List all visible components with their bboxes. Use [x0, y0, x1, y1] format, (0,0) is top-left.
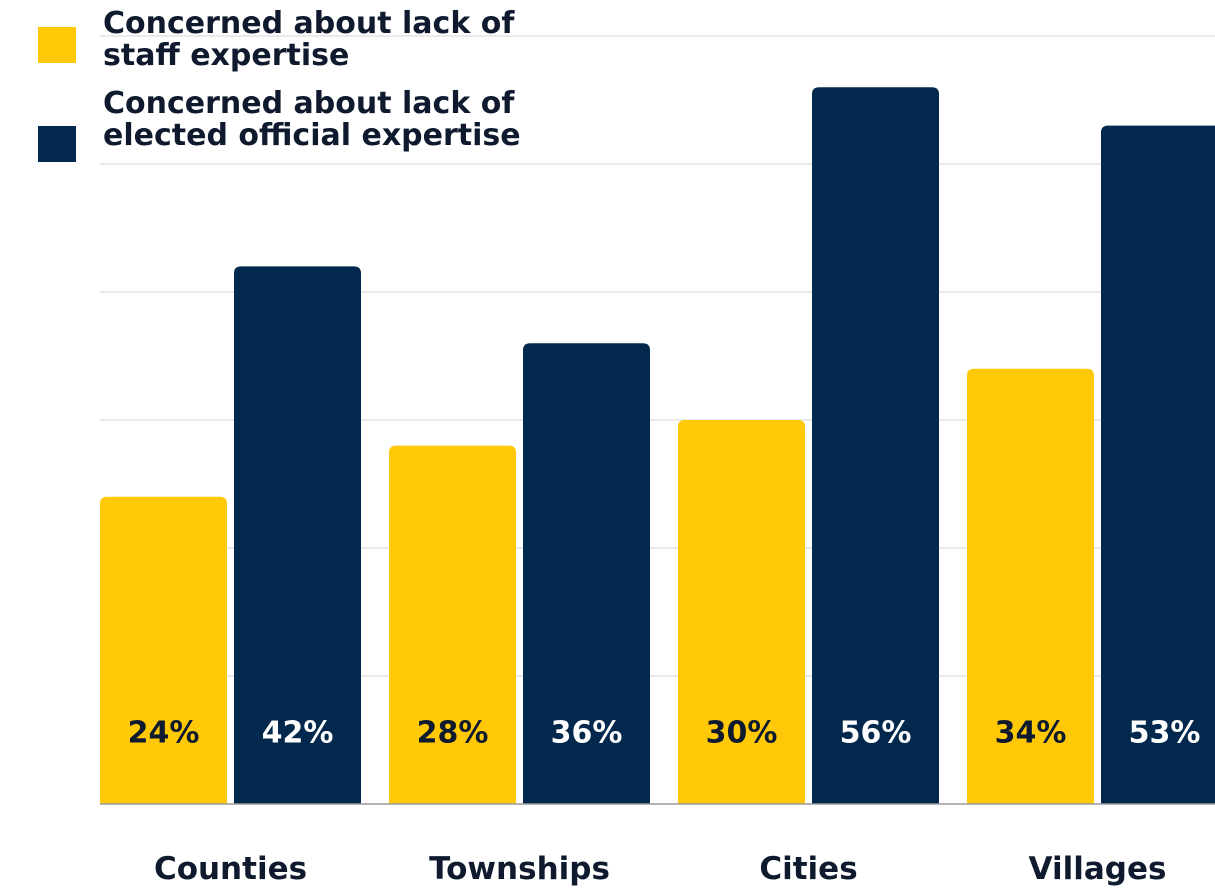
value-label: 28%	[417, 716, 489, 751]
value-label: 30%	[706, 716, 778, 751]
value-label: 24%	[128, 716, 200, 751]
bar-elected-cities	[812, 87, 939, 804]
value-labels: 24% 42% 28% 36% 30% 56% 34% 53%	[128, 716, 1201, 751]
bar-elected-counties	[234, 266, 361, 804]
category-label-townships: Townships	[429, 851, 610, 887]
value-label: 34%	[995, 716, 1067, 751]
legend-item-staff: Concerned about lack of staff expertise	[38, 8, 523, 72]
category-label-cities: Cities	[759, 851, 857, 887]
legend-label-elected: Concerned about lack of elected official…	[103, 86, 521, 153]
value-label: 36%	[551, 716, 623, 751]
legend: Concerned about lack of staff expertise …	[38, 8, 523, 168]
category-label-villages: Villages	[1029, 851, 1167, 887]
category-label-counties: Counties	[154, 851, 307, 887]
bar-staff-counties	[100, 496, 227, 804]
legend-label-staff: Concerned about lack of staff expertise	[103, 6, 515, 73]
bar-elected-townships	[523, 343, 650, 804]
legend-swatch-staff	[38, 27, 76, 63]
value-label: 56%	[840, 716, 912, 751]
bar-staff-villages	[967, 368, 1094, 804]
bar-staff-cities	[678, 420, 805, 804]
legend-item-elected: Concerned about lack of elected official…	[38, 86, 523, 162]
bars	[100, 87, 1215, 804]
category-labels: Counties Townships Cities Villages	[154, 851, 1167, 887]
value-label: 53%	[1129, 716, 1201, 751]
value-label: 42%	[262, 716, 334, 751]
bar-staff-townships	[389, 445, 516, 804]
legend-swatch-elected	[38, 126, 76, 162]
bar-elected-villages	[1101, 125, 1215, 804]
